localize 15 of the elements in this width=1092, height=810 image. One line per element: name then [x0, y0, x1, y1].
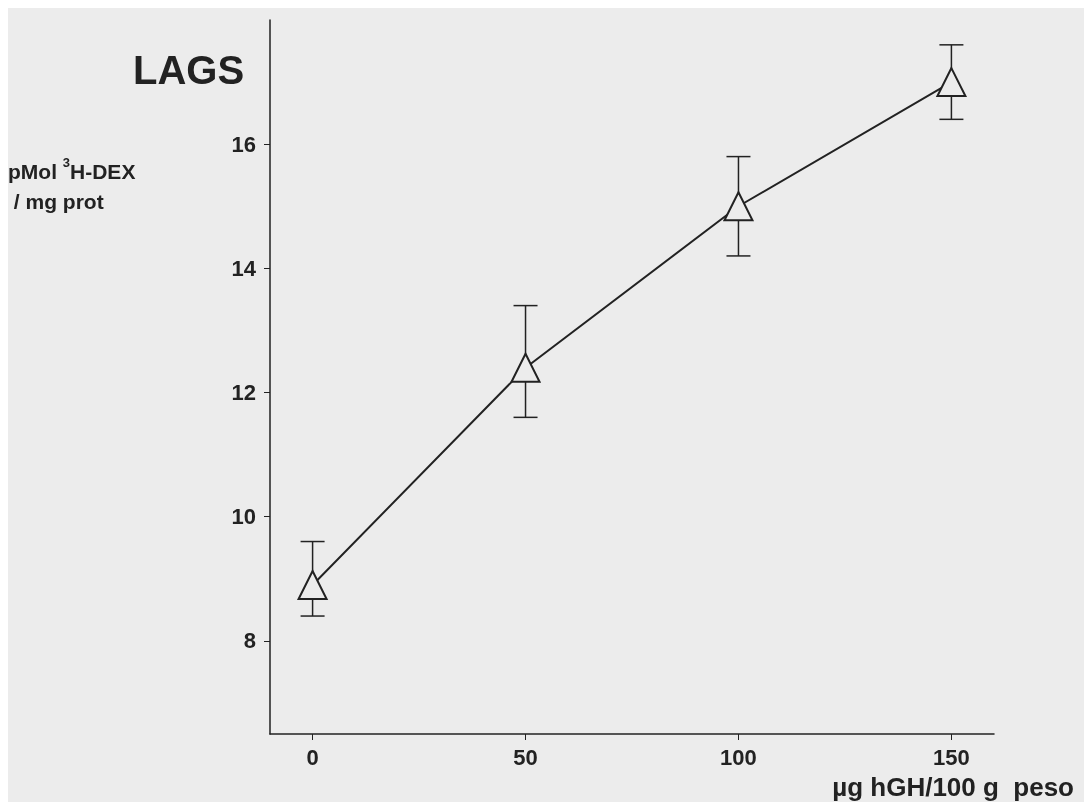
point: [297, 569, 328, 600]
point: [723, 191, 754, 222]
point: [936, 67, 967, 98]
y-tick-label: 14: [231, 255, 257, 281]
y-tick-label: 16: [231, 131, 256, 157]
x-axis-title: µg hGH/100 g peso: [832, 772, 1074, 802]
x-tick-label: 100: [720, 744, 757, 770]
x-tick-label: 50: [513, 744, 538, 770]
x-tick-label: 150: [933, 744, 970, 770]
text: LAGS: [133, 48, 245, 92]
y-tick-label: 8: [243, 628, 256, 654]
point: [510, 352, 541, 383]
y-tick-label: 12: [231, 380, 256, 406]
y-tick-label: 10: [231, 504, 256, 530]
x-tick-label: 0: [306, 744, 319, 770]
